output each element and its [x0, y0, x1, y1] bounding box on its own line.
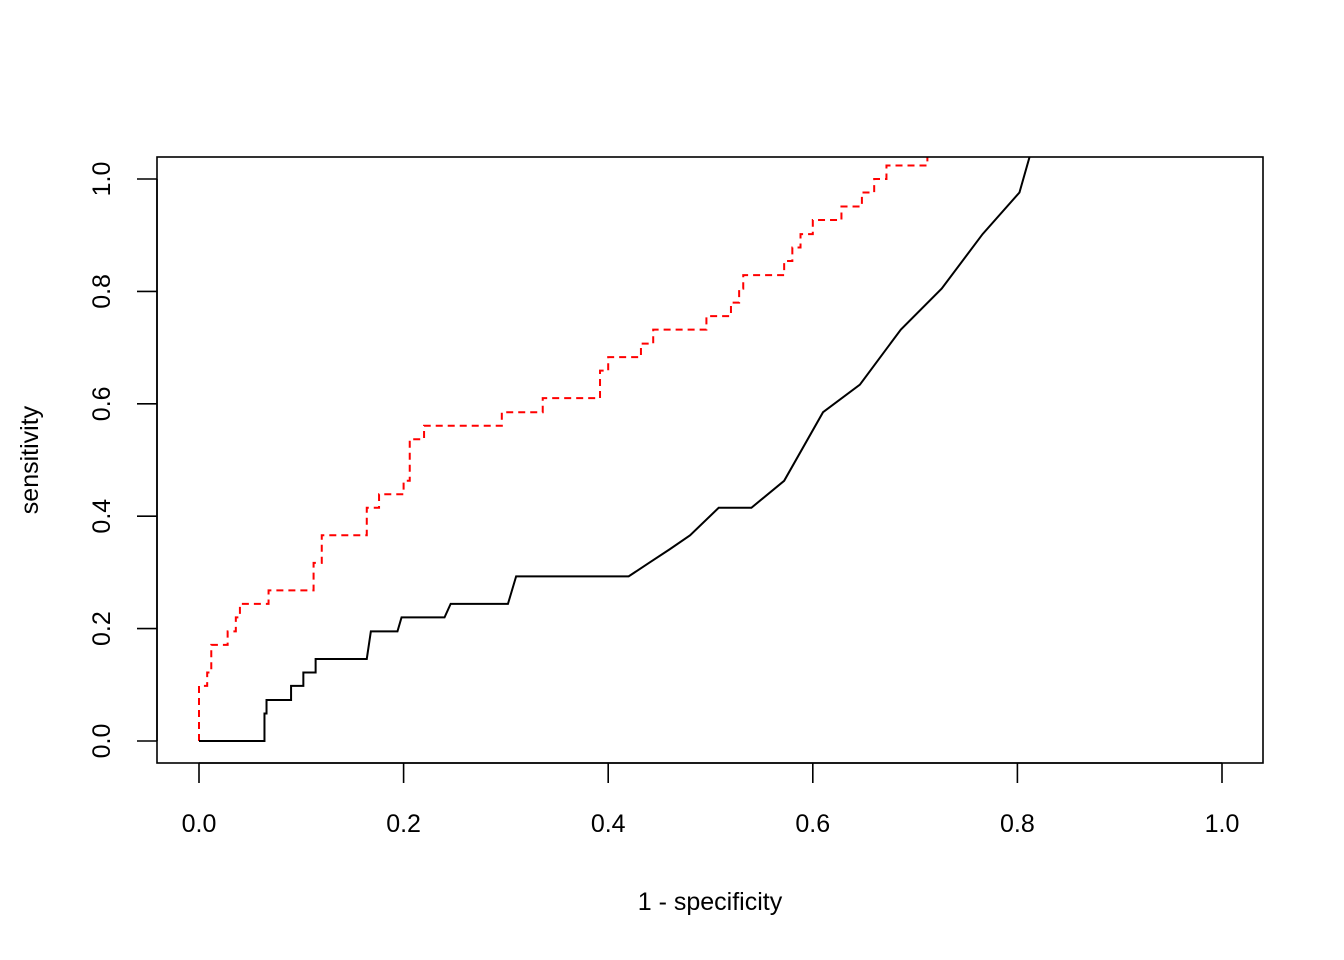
y-tick-label: 0.0	[88, 724, 116, 759]
x-tick-label: 0.6	[795, 810, 830, 838]
y-tick-label: 1.0	[88, 162, 116, 197]
x-tick-label: 0.8	[1000, 810, 1035, 838]
y-axis: 0.0 0.2 0.4 0.6 0.8 1.0	[88, 162, 158, 759]
y-tick-label: 0.2	[88, 611, 116, 646]
roc-curve-solid-black	[199, 157, 1031, 742]
plot-frame	[156, 156, 1264, 764]
y-tick-label: 0.8	[88, 274, 116, 309]
y-axis-label: sensitivity	[16, 405, 44, 514]
x-tick-label: 0.4	[591, 810, 626, 838]
x-tick-label: 0.0	[182, 810, 217, 838]
y-tick-label: 0.4	[88, 499, 116, 534]
y-tick-label: 0.6	[88, 386, 116, 421]
x-tick-label: 1.0	[1205, 810, 1240, 838]
roc-curve-dashed-red	[198, 157, 929, 741]
x-axis: 0.0 0.2 0.4 0.6 0.8 1.0	[182, 762, 1240, 838]
series-layer	[198, 157, 1031, 742]
x-tick-label: 0.2	[386, 810, 421, 838]
x-axis-label: 1 - specificity	[638, 888, 783, 916]
